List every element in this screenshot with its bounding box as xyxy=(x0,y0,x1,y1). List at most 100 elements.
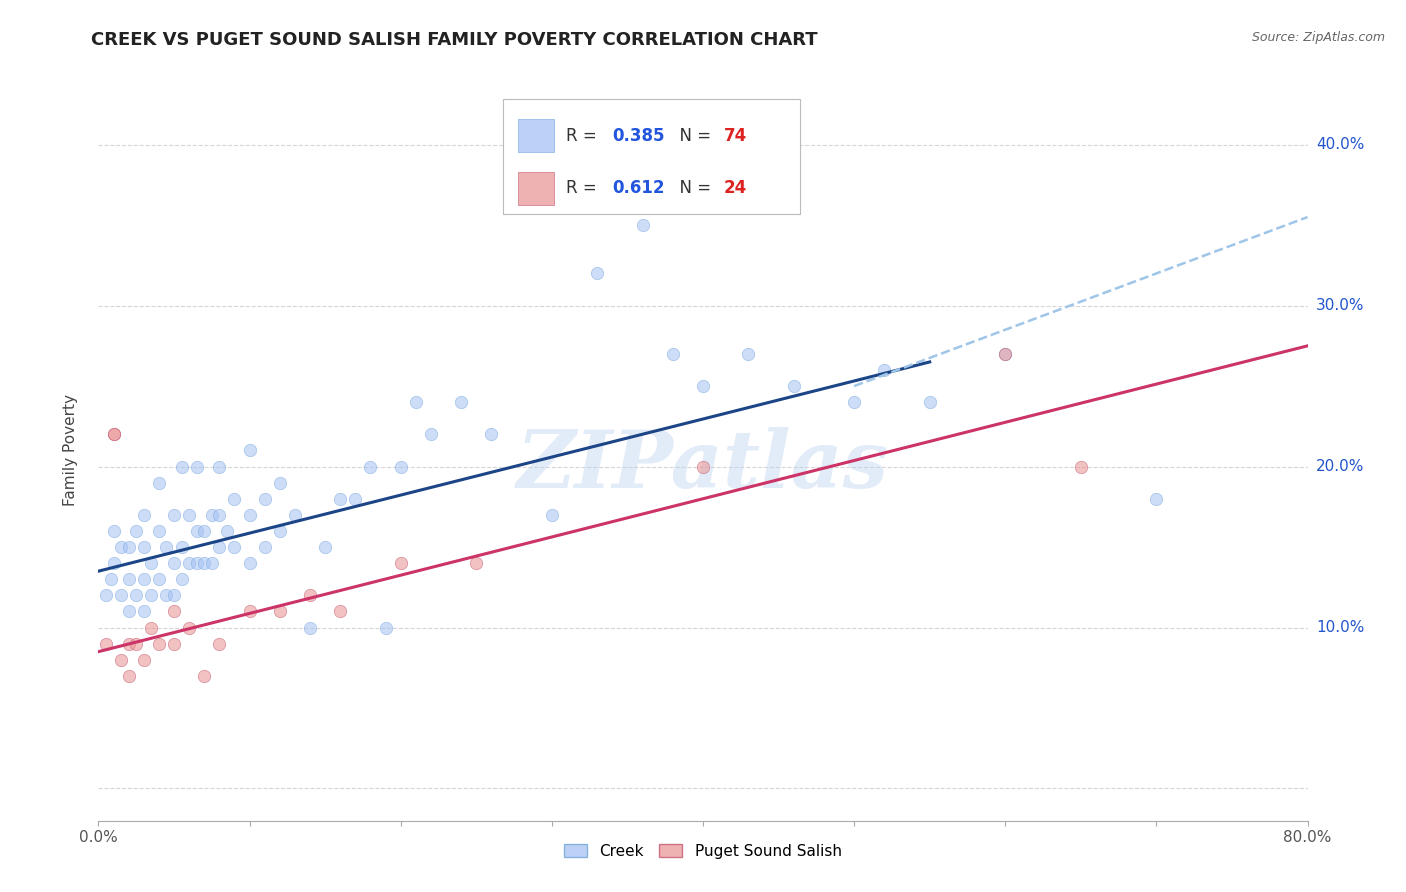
Point xyxy=(148,524,170,538)
Point xyxy=(179,620,201,634)
Text: 20.0%: 20.0% xyxy=(1316,459,1364,474)
Text: R =: R = xyxy=(567,127,602,145)
Point xyxy=(118,604,141,618)
Point xyxy=(994,347,1017,361)
Point xyxy=(201,556,224,570)
Text: 24: 24 xyxy=(724,179,747,197)
Point xyxy=(94,588,117,602)
Point xyxy=(193,524,215,538)
Point xyxy=(125,637,148,651)
Point xyxy=(631,218,654,232)
Y-axis label: Family Poverty: Family Poverty xyxy=(63,394,77,507)
Point xyxy=(110,588,132,602)
FancyBboxPatch shape xyxy=(503,99,800,213)
Point xyxy=(132,604,155,618)
Point xyxy=(103,427,125,442)
Point xyxy=(170,572,193,586)
Point xyxy=(405,395,427,409)
Point xyxy=(586,267,609,281)
Point xyxy=(692,459,714,474)
Point xyxy=(239,556,262,570)
Point xyxy=(329,604,352,618)
Point xyxy=(224,491,246,506)
Point xyxy=(465,556,488,570)
Point xyxy=(253,491,276,506)
Point xyxy=(141,620,163,634)
Point xyxy=(299,620,322,634)
Point xyxy=(481,427,503,442)
Text: 40.0%: 40.0% xyxy=(1316,137,1364,153)
Point xyxy=(661,347,683,361)
Point xyxy=(389,459,412,474)
Point xyxy=(208,637,231,651)
Point xyxy=(155,588,177,602)
Point xyxy=(269,524,291,538)
Point xyxy=(239,604,262,618)
Point xyxy=(163,588,186,602)
Point xyxy=(125,524,148,538)
Point xyxy=(110,653,132,667)
Point xyxy=(163,604,186,618)
Point xyxy=(155,540,177,554)
Text: CREEK VS PUGET SOUND SALISH FAMILY POVERTY CORRELATION CHART: CREEK VS PUGET SOUND SALISH FAMILY POVER… xyxy=(91,31,818,49)
Point xyxy=(163,637,186,651)
Point xyxy=(193,556,215,570)
Point xyxy=(208,459,231,474)
Point xyxy=(239,443,262,458)
Point xyxy=(450,395,472,409)
Point xyxy=(132,572,155,586)
Point xyxy=(1144,491,1167,506)
Text: 0.612: 0.612 xyxy=(613,179,665,197)
Legend: Creek, Puget Sound Salish: Creek, Puget Sound Salish xyxy=(558,838,848,865)
Point xyxy=(148,572,170,586)
Point xyxy=(148,637,170,651)
Point xyxy=(329,491,352,506)
Point xyxy=(783,379,806,393)
Point xyxy=(284,508,307,522)
Text: N =: N = xyxy=(669,127,717,145)
Point xyxy=(253,540,276,554)
Text: 10.0%: 10.0% xyxy=(1316,620,1364,635)
Point xyxy=(103,556,125,570)
Point xyxy=(125,588,148,602)
Point xyxy=(208,508,231,522)
Point xyxy=(208,540,231,554)
Point xyxy=(201,508,224,522)
Point xyxy=(118,637,141,651)
Text: 74: 74 xyxy=(724,127,747,145)
Point xyxy=(1070,459,1092,474)
Point xyxy=(540,508,562,522)
Bar xyxy=(517,120,554,152)
Point xyxy=(148,475,170,490)
Point xyxy=(299,588,322,602)
Point xyxy=(163,556,186,570)
Point xyxy=(344,491,367,506)
Text: N =: N = xyxy=(669,179,717,197)
Point xyxy=(118,540,141,554)
Text: R =: R = xyxy=(567,179,602,197)
Point xyxy=(994,347,1017,361)
Point xyxy=(170,459,193,474)
Point xyxy=(163,508,186,522)
Point xyxy=(132,653,155,667)
Point xyxy=(186,556,208,570)
Point xyxy=(215,524,238,538)
Point xyxy=(737,347,759,361)
Point xyxy=(132,508,155,522)
Point xyxy=(844,395,866,409)
Text: ZIPatlas: ZIPatlas xyxy=(517,426,889,504)
Point xyxy=(360,459,382,474)
Point xyxy=(141,588,163,602)
Point xyxy=(692,379,714,393)
Point xyxy=(873,363,896,377)
Text: 0.385: 0.385 xyxy=(613,127,665,145)
Point xyxy=(118,572,141,586)
Point xyxy=(224,540,246,554)
Point xyxy=(314,540,336,554)
Point xyxy=(420,427,443,442)
Point xyxy=(94,637,117,651)
Point xyxy=(110,540,132,554)
Point xyxy=(179,556,201,570)
Text: Source: ZipAtlas.com: Source: ZipAtlas.com xyxy=(1251,31,1385,45)
Point xyxy=(103,427,125,442)
